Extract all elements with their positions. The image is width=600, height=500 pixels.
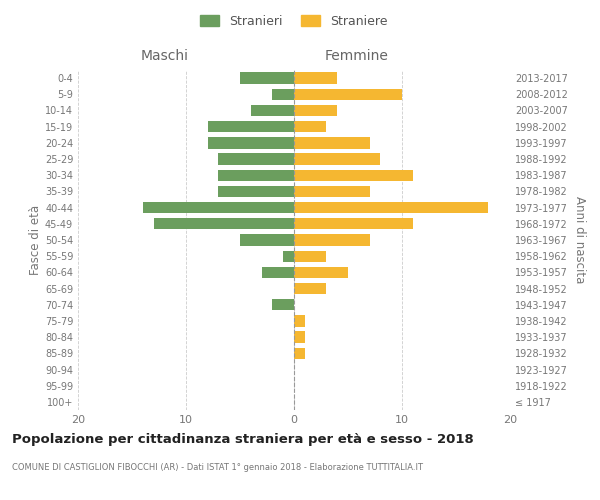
Bar: [240, 234, 294, 246]
Bar: [208, 137, 294, 148]
Bar: [294, 348, 305, 359]
Bar: [294, 250, 326, 262]
Bar: [218, 170, 294, 181]
Legend: Stranieri, Straniere: Stranieri, Straniere: [194, 8, 394, 34]
Bar: [251, 105, 294, 116]
Bar: [218, 186, 294, 197]
Bar: [294, 332, 305, 343]
Bar: [294, 170, 413, 181]
Bar: [154, 218, 294, 230]
Bar: [294, 121, 326, 132]
Bar: [240, 72, 294, 84]
Bar: [294, 105, 337, 116]
Bar: [294, 316, 305, 326]
Bar: [294, 154, 380, 164]
Text: Popolazione per cittadinanza straniera per età e sesso - 2018: Popolazione per cittadinanza straniera p…: [12, 432, 474, 446]
Text: COMUNE DI CASTIGLION FIBOCCHI (AR) - Dati ISTAT 1° gennaio 2018 - Elaborazione T: COMUNE DI CASTIGLION FIBOCCHI (AR) - Dat…: [12, 462, 423, 471]
Text: Maschi: Maschi: [141, 48, 189, 62]
Bar: [294, 186, 370, 197]
Bar: [272, 299, 294, 310]
Bar: [272, 88, 294, 100]
Bar: [294, 72, 337, 84]
Text: Femmine: Femmine: [325, 48, 389, 62]
Bar: [143, 202, 294, 213]
Y-axis label: Fasce di età: Fasce di età: [29, 205, 42, 275]
Bar: [218, 154, 294, 164]
Bar: [262, 266, 294, 278]
Bar: [294, 88, 402, 100]
Bar: [294, 137, 370, 148]
Bar: [294, 234, 370, 246]
Bar: [294, 218, 413, 230]
Bar: [208, 121, 294, 132]
Bar: [294, 266, 348, 278]
Bar: [283, 250, 294, 262]
Bar: [294, 202, 488, 213]
Bar: [294, 283, 326, 294]
Y-axis label: Anni di nascita: Anni di nascita: [573, 196, 586, 284]
